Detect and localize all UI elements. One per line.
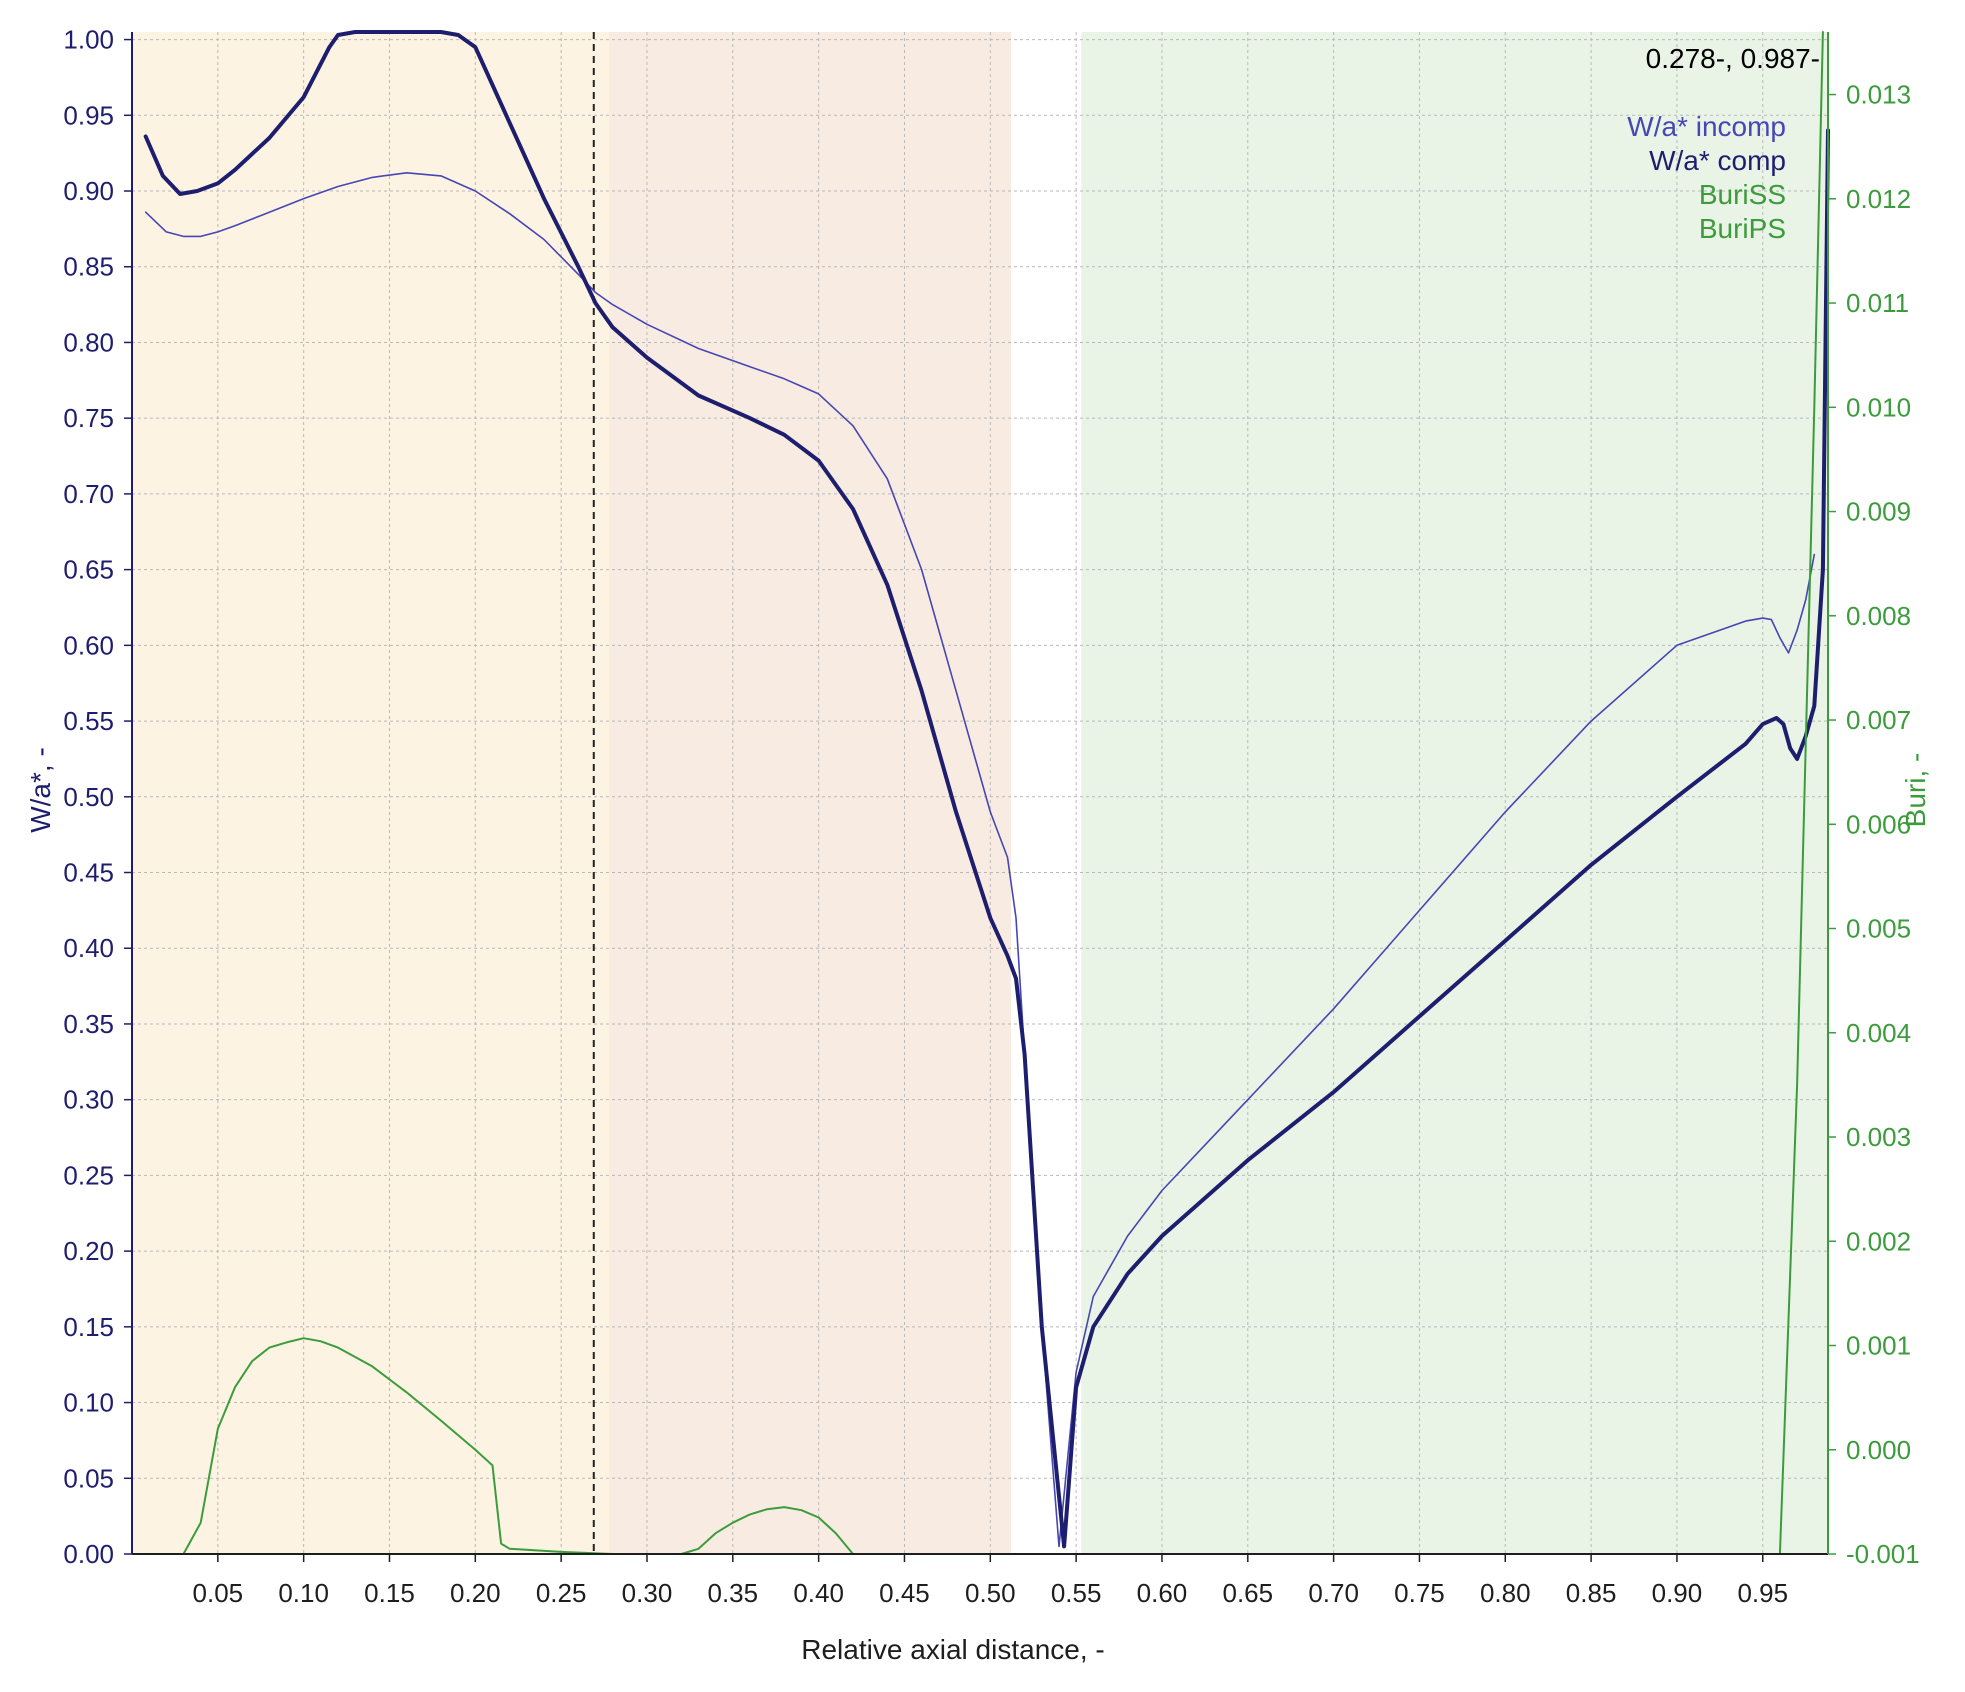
y-tick-label-15: 0.75 xyxy=(63,403,114,433)
y-tick-label-7: 0.35 xyxy=(63,1009,114,1039)
y-tick-label-1: 0.05 xyxy=(63,1463,114,1493)
grid xyxy=(132,32,1828,1555)
x-tick-label-8: 0.45 xyxy=(879,1578,930,1608)
y-tick-label-13: 0.65 xyxy=(63,555,114,585)
x-tick-label-4: 0.25 xyxy=(536,1578,587,1608)
x-tick-label-10: 0.55 xyxy=(1051,1578,1102,1608)
x-tick-label-16: 0.85 xyxy=(1566,1578,1617,1608)
regions xyxy=(132,32,1828,1554)
x-tick-label-17: 0.90 xyxy=(1652,1578,1703,1608)
x-tick-label-13: 0.70 xyxy=(1308,1578,1359,1608)
y-tick-label-0: 0.00 xyxy=(63,1539,114,1569)
y-tick-label-17: 0.85 xyxy=(63,252,114,282)
x-tick-label-2: 0.15 xyxy=(364,1578,415,1608)
y2-tick-label-8: 0.007 xyxy=(1846,705,1911,735)
x-tick-label-18: 0.95 xyxy=(1737,1578,1788,1608)
y2-tick-label-12: 0.011 xyxy=(1846,288,1909,318)
x-tick-label-9: 0.50 xyxy=(965,1578,1016,1608)
y2-tick-label-4: 0.003 xyxy=(1846,1122,1911,1152)
x-tick-label-1: 0.10 xyxy=(278,1578,329,1608)
y-tick-label-14: 0.70 xyxy=(63,479,114,509)
y-tick-label-11: 0.55 xyxy=(63,706,114,736)
y2-tick-label-9: 0.008 xyxy=(1846,601,1911,631)
y2-tick-label-13: 0.012 xyxy=(1846,184,1911,214)
x-tick-label-14: 0.75 xyxy=(1394,1578,1445,1608)
region-2 xyxy=(1081,32,1828,1554)
y2-tick-label-11: 0.010 xyxy=(1846,392,1911,422)
y-tick-label-2: 0.10 xyxy=(63,1388,114,1418)
y-tick-label-10: 0.50 xyxy=(63,782,114,812)
x-tick-label-3: 0.20 xyxy=(450,1578,501,1608)
y-tick-label-18: 0.90 xyxy=(63,176,114,206)
x-tick-label-0: 0.05 xyxy=(193,1578,244,1608)
legend-item-buriss: BuriSS xyxy=(1699,179,1786,210)
y-tick-label-4: 0.20 xyxy=(63,1236,114,1266)
y-tick-label-5: 0.25 xyxy=(63,1160,114,1190)
series-line-w-a-incomp xyxy=(144,172,1816,1548)
x-axis-label: Relative axial distance, - xyxy=(801,1634,1104,1665)
y-tick-label-8: 0.40 xyxy=(63,933,114,963)
y-tick-label-19: 0.95 xyxy=(63,100,114,130)
y2-tick-label-1: 0.000 xyxy=(1846,1435,1911,1465)
axes xyxy=(131,32,1829,1555)
y2-tick-label-0: -0.001 xyxy=(1846,1539,1920,1569)
x-tick-label-5: 0.30 xyxy=(622,1578,673,1608)
legend-item-comp: W/a* comp xyxy=(1649,145,1786,176)
coordinate-readout: 0.278-, 0.987- xyxy=(1646,43,1820,74)
x-tick-label-6: 0.35 xyxy=(708,1578,759,1608)
y2-tick-label-10: 0.009 xyxy=(1846,497,1911,527)
x-tick-label-15: 0.80 xyxy=(1480,1578,1531,1608)
series-line-w-a-comp xyxy=(143,30,1830,1549)
y-tick-label-12: 0.60 xyxy=(63,630,114,660)
y2-tick-label-5: 0.004 xyxy=(1846,1018,1911,1048)
x-tick-label-12: 0.65 xyxy=(1222,1578,1273,1608)
legend-item-incomp: W/a* incomp xyxy=(1627,111,1786,142)
legend: W/a* incomp W/a* comp BuriSS BuriPS xyxy=(1627,111,1786,244)
y-tick-label-9: 0.45 xyxy=(63,858,114,888)
y2-axis-label: Buri, - xyxy=(1900,753,1931,828)
y2-tick-label-7: 0.006 xyxy=(1846,809,1911,839)
y2-tick-label-14: 0.013 xyxy=(1846,80,1911,110)
x-tick-label-7: 0.40 xyxy=(793,1578,844,1608)
y-tick-label-20: 1.00 xyxy=(63,25,114,55)
y-tick-label-3: 0.15 xyxy=(63,1312,114,1342)
y2-tick-label-6: 0.005 xyxy=(1846,914,1911,944)
region-1 xyxy=(609,32,1011,1554)
y-tick-label-6: 0.30 xyxy=(63,1085,114,1115)
y2-tick-label-3: 0.002 xyxy=(1846,1226,1911,1256)
y2-tick-label-2: 0.001 xyxy=(1846,1331,1911,1361)
x-tick-label-11: 0.60 xyxy=(1137,1578,1188,1608)
ticks: 0.05 0.10 0.15 0.20 0.25 0.30 0.35 0.40 0.45 0.50… xyxy=(63,25,1919,1608)
legend-item-burips: BuriPS xyxy=(1699,213,1786,244)
y-tick-label-16: 0.80 xyxy=(63,327,114,357)
y-axis-label: W/a*, - xyxy=(25,747,56,833)
